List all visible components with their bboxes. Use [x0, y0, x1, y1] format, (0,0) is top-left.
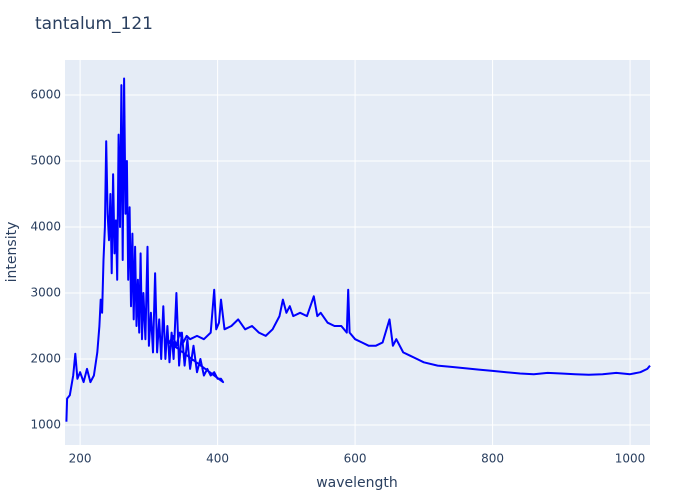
- y-tick-label: 1000: [30, 418, 61, 432]
- x-axis-label: wavelength: [316, 475, 398, 491]
- y-axis-label: intensity: [4, 222, 20, 283]
- x-tick-label: 400: [206, 452, 229, 466]
- line: [65, 77, 651, 422]
- y-tick-label: 2000: [30, 351, 61, 365]
- plot-area: [65, 60, 650, 445]
- y-tick-label: 6000: [30, 87, 61, 101]
- x-tick-label: 800: [481, 452, 504, 466]
- y-tick-label: 3000: [30, 285, 61, 299]
- x-tick-label: 1000: [615, 452, 646, 466]
- x-tick-label: 200: [69, 452, 92, 466]
- y-tick-label: 5000: [30, 153, 61, 167]
- chart-title: tantalum_121: [35, 14, 153, 34]
- x-tick-label: 600: [344, 452, 367, 466]
- y-tick-label: 4000: [30, 219, 61, 233]
